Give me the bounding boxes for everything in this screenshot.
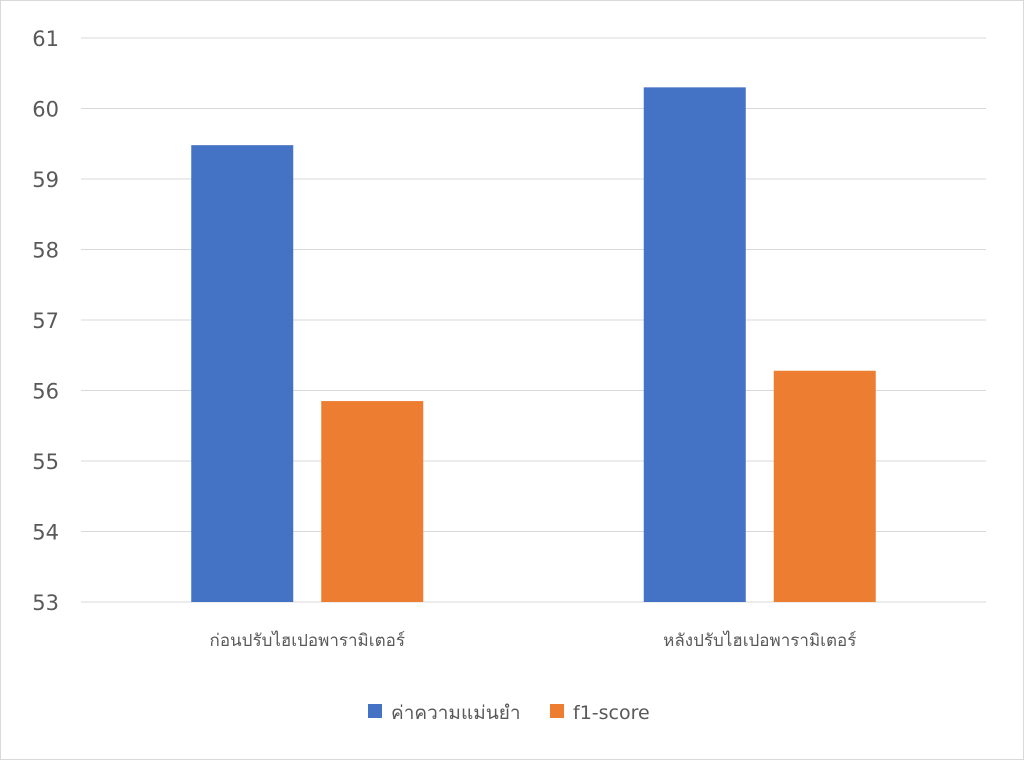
y-tick-label: 58 [32,239,59,263]
legend-swatch [368,704,382,718]
y-tick-label: 60 [32,98,59,122]
y-tick-label: 56 [32,380,59,404]
y-tick-label: 55 [32,450,59,474]
y-tick-label: 53 [32,591,59,615]
legend-swatch [550,704,564,718]
category-labels: ก่อนปรับไฮเปอพารามิเตอร์ หลังปรับไฮเปอพาร… [210,630,857,651]
x-category-label: หลังปรับไฮเปอพารามิเตอร์ [663,630,856,651]
legend-label: f1-score [573,702,650,724]
bar-f1-score [773,370,876,602]
legend: ค่าความแม่นยำ f1-score [368,702,650,724]
bars [191,87,876,603]
legend-label: ค่าความแม่นยำ [391,702,521,724]
y-tick-label: 59 [32,168,59,192]
bar-accuracy [191,145,294,602]
bar-accuracy [643,87,746,603]
y-tick-label: 54 [32,521,59,545]
y-tick-label: 61 [32,27,59,51]
y-tick-label: 57 [32,309,59,333]
bar-f1-score [321,401,424,602]
y-axis-ticks: 53 54 55 56 57 58 59 60 61 [32,27,59,615]
x-category-label: ก่อนปรับไฮเปอพารามิเตอร์ [210,630,405,651]
